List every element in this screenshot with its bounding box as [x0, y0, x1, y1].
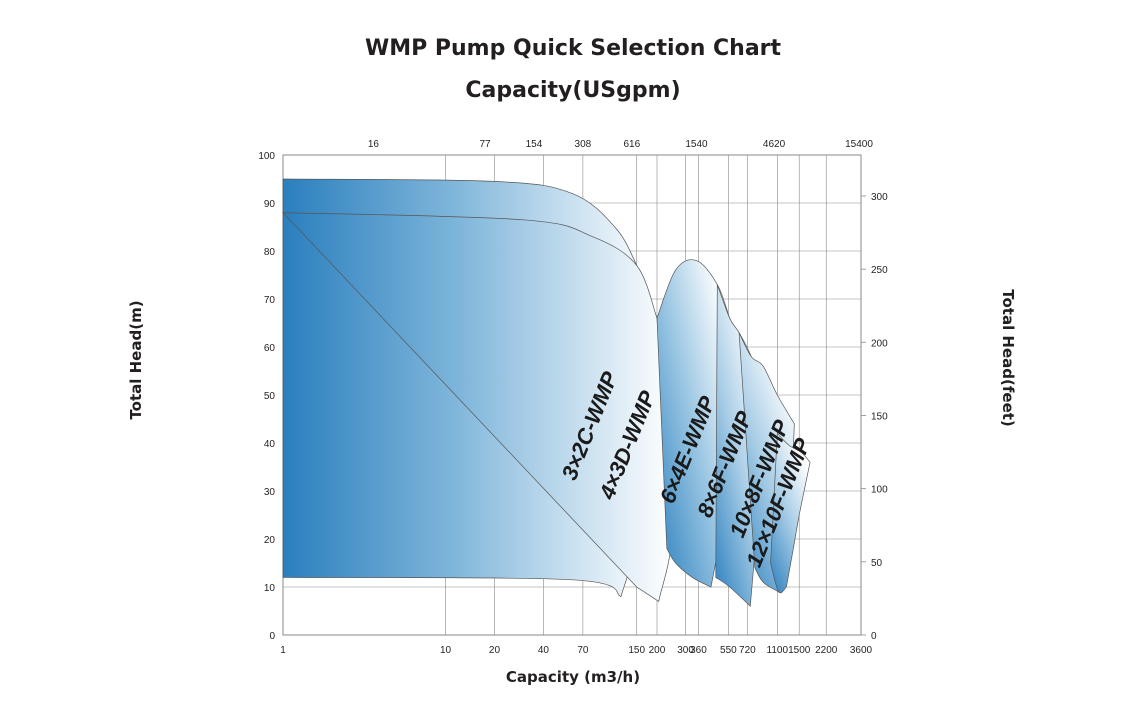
y-tick-label: 0: [269, 631, 275, 642]
x-tick-label: 300: [677, 645, 694, 656]
x-top-tick-label: 15400: [845, 139, 873, 150]
x-top-tick-label: 154: [526, 139, 543, 150]
y-right-tick-label: 250: [871, 265, 888, 276]
y-tick-label: 50: [264, 391, 276, 402]
y-tick-label: 90: [264, 199, 276, 210]
x-tick-label: 1500: [788, 645, 811, 656]
pump-area-4-3d-wmp: [282, 212, 674, 602]
x-top-tick-label: 616: [623, 139, 640, 150]
y-tick-label: 40: [264, 439, 276, 450]
y-tick-label: 100: [258, 151, 275, 162]
x-tick-label: 20: [489, 645, 501, 656]
y-tick-label: 30: [264, 487, 276, 498]
x-tick-label: 10: [440, 645, 452, 656]
x-axis-title: Capacity (m3/h): [505, 668, 641, 686]
x-tick-label: 40: [538, 645, 550, 656]
x-tick-label: 720: [739, 645, 756, 656]
y-right-tick-label: 200: [871, 338, 888, 349]
x-tick-label: 2200: [815, 645, 838, 656]
x-top-tick-label: 4620: [763, 139, 786, 150]
x-tick-label: 1: [280, 645, 286, 656]
x-tick-label: 550: [720, 645, 737, 656]
x-top-tick-label: 308: [575, 139, 592, 150]
x-tick-label: 200: [649, 645, 666, 656]
chart-subtitle: Capacity(USgpm): [465, 78, 681, 103]
y-right-tick-label: 100: [871, 485, 888, 496]
y-right-tick-label: 50: [871, 558, 883, 569]
x-tick-label: 3600: [850, 645, 873, 656]
y-tick-label: 80: [264, 247, 276, 258]
y-tick-label: 70: [264, 295, 276, 306]
x-tick-label: 1100: [767, 645, 789, 656]
y-tick-label: 20: [264, 535, 276, 546]
x-top-tick-label: 1540: [685, 139, 708, 150]
y-right-tick-label: 150: [871, 411, 888, 422]
x-top-tick-label: 16: [368, 139, 380, 150]
y-right-tick-label: 0: [871, 631, 877, 642]
x-top-tick-label: 77: [479, 139, 491, 150]
chart-title: WMP Pump Quick Selection Chart: [364, 36, 782, 61]
y-tick-label: 10: [264, 583, 276, 594]
pump-area-12-10f-wmp: [770, 432, 811, 594]
y-right-tick-label: 300: [871, 192, 888, 203]
x-tick-label: 70: [577, 645, 589, 656]
y-tick-label: 60: [264, 343, 276, 354]
x-tick-label: 150: [628, 645, 645, 656]
x-tick-label: 360: [690, 645, 707, 656]
